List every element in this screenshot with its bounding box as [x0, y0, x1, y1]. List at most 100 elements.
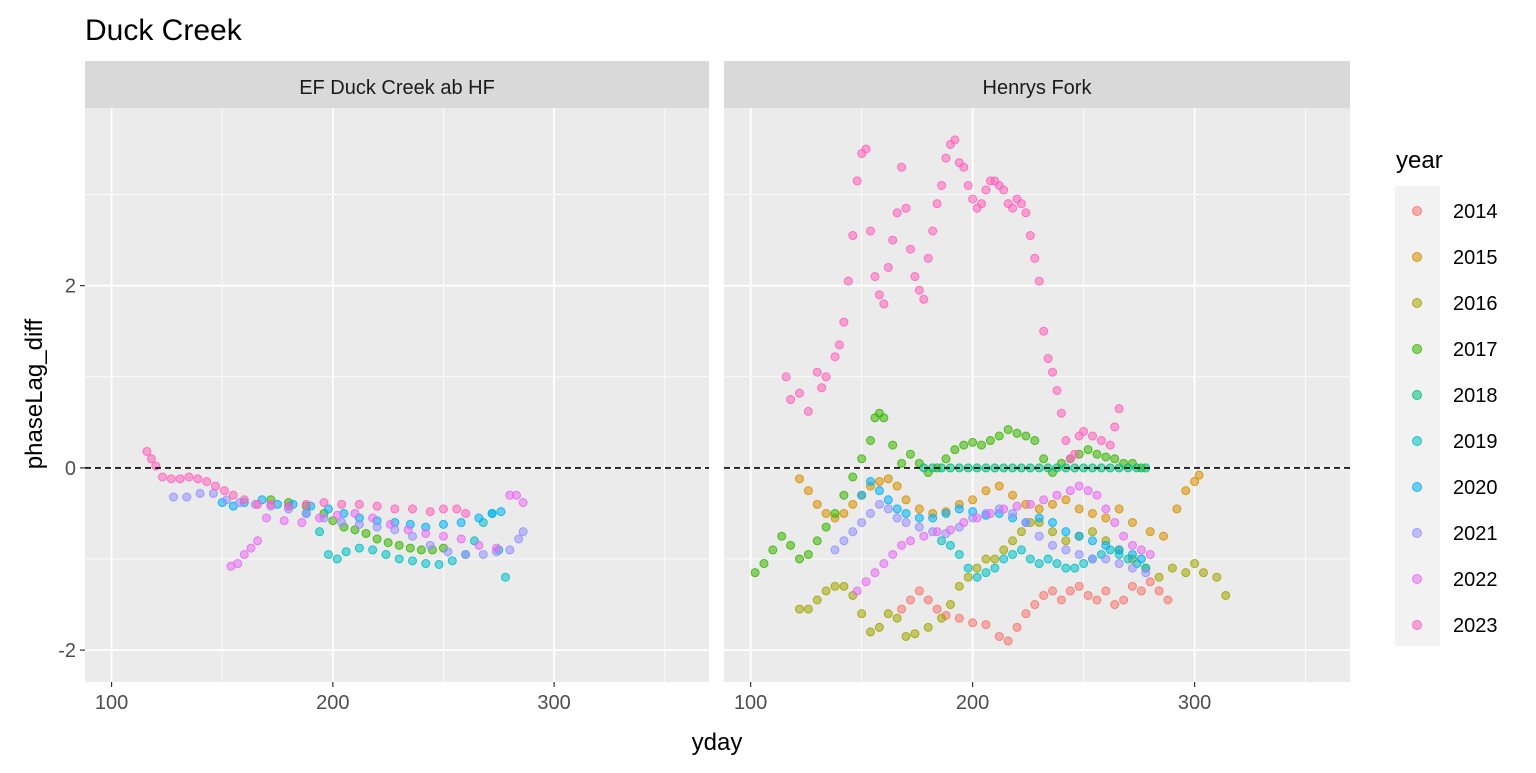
- data-point: [1101, 504, 1111, 514]
- series-2021: [169, 488, 528, 559]
- data-point: [434, 559, 444, 569]
- series-2014: [897, 577, 1173, 646]
- data-point: [990, 563, 1000, 573]
- data-point: [928, 226, 938, 236]
- data-point: [910, 272, 920, 282]
- data-point: [914, 504, 924, 514]
- data-point: [222, 495, 232, 505]
- data-point: [1145, 527, 1155, 537]
- data-point: [932, 604, 942, 614]
- data-point: [390, 504, 400, 514]
- data-point: [1052, 559, 1062, 569]
- data-point: [945, 525, 955, 535]
- data-point: [266, 499, 276, 509]
- data-point: [892, 208, 902, 218]
- data-point: [994, 431, 1004, 441]
- data-point: [821, 372, 831, 382]
- series-2021: [830, 499, 1151, 578]
- data-point: [1061, 536, 1071, 546]
- series-2022: [226, 490, 528, 571]
- data-point: [1110, 454, 1120, 464]
- data-point: [954, 504, 964, 514]
- data-point: [219, 486, 229, 496]
- data-point: [937, 180, 947, 190]
- data-point: [1181, 486, 1191, 496]
- data-point: [1030, 253, 1040, 263]
- panel-plot-bg: [724, 108, 1350, 682]
- data-point: [1039, 326, 1049, 336]
- x-tick-label: 300: [537, 692, 570, 714]
- data-point: [350, 508, 360, 518]
- data-point: [1061, 563, 1071, 573]
- series-2023: [142, 446, 471, 518]
- data-point: [1092, 595, 1102, 605]
- legend-key: [1412, 436, 1422, 446]
- data-point: [1025, 231, 1035, 241]
- data-point: [1021, 431, 1031, 441]
- data-point: [901, 495, 911, 505]
- data-point: [937, 613, 947, 623]
- data-point: [456, 534, 466, 544]
- legend-key: [1412, 482, 1422, 492]
- data-point: [461, 549, 471, 559]
- data-point: [195, 488, 205, 498]
- data-point: [963, 563, 973, 573]
- data-point: [923, 253, 933, 263]
- data-point: [972, 513, 982, 523]
- data-point: [447, 556, 457, 566]
- data-point: [1043, 554, 1053, 564]
- data-point: [839, 581, 849, 591]
- x-tick-label: 200: [956, 692, 989, 714]
- data-point: [999, 545, 1009, 555]
- data-point: [246, 543, 256, 553]
- data-point: [1190, 477, 1200, 487]
- data-point: [866, 436, 876, 446]
- data-point: [438, 531, 448, 541]
- data-point: [1008, 536, 1018, 546]
- data-point: [972, 572, 982, 582]
- data-point: [1212, 572, 1222, 582]
- data-point: [874, 486, 884, 496]
- data-point: [1141, 568, 1151, 578]
- data-point: [985, 508, 995, 518]
- data-point: [403, 525, 413, 535]
- data-point: [1034, 531, 1044, 541]
- data-point: [959, 518, 969, 528]
- data-point: [1127, 518, 1137, 528]
- data-point: [932, 199, 942, 209]
- data-point: [848, 499, 858, 509]
- data-point: [1110, 422, 1120, 432]
- legend-key: [1412, 390, 1422, 400]
- legend-key: [1412, 620, 1422, 630]
- x-tick-label: 300: [1178, 692, 1211, 714]
- data-point: [1127, 581, 1137, 591]
- data-point: [1061, 545, 1071, 555]
- data-point: [905, 595, 915, 605]
- data-point: [505, 545, 515, 555]
- data-point: [407, 531, 417, 541]
- data-point: [897, 162, 907, 172]
- data-point: [1048, 540, 1058, 550]
- data-point: [474, 540, 484, 550]
- data-point: [1127, 563, 1137, 573]
- data-point: [794, 474, 804, 484]
- data-point: [1101, 540, 1111, 550]
- data-point: [372, 522, 382, 532]
- data-point: [1008, 508, 1018, 518]
- data-point: [1061, 527, 1071, 537]
- data-point: [1083, 445, 1093, 455]
- data-point: [461, 508, 471, 518]
- data-point: [452, 504, 462, 514]
- data-point: [211, 481, 221, 491]
- data-point: [781, 372, 791, 382]
- data-point: [834, 340, 844, 350]
- data-point: [1159, 531, 1169, 541]
- data-point: [301, 508, 311, 518]
- data-point: [919, 531, 929, 541]
- data-point: [405, 543, 415, 553]
- data-point: [425, 507, 435, 517]
- data-point: [1003, 636, 1013, 646]
- data-point: [937, 536, 947, 546]
- data-point: [1074, 581, 1084, 591]
- data-point: [905, 244, 915, 254]
